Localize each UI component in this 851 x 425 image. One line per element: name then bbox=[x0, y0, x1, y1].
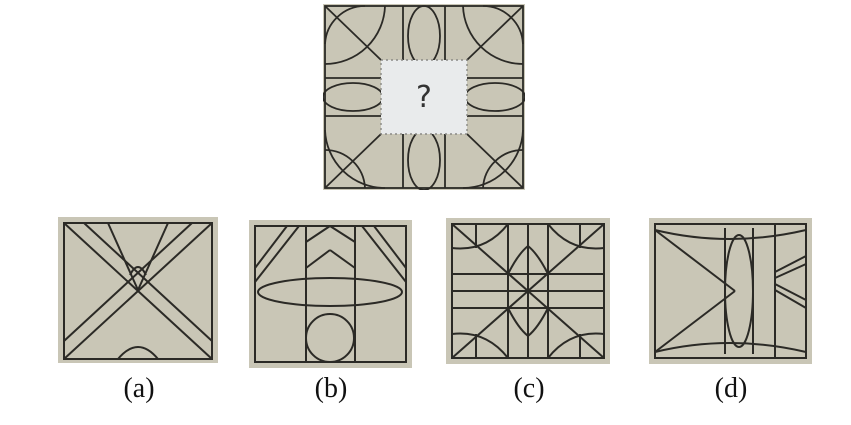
option-b-caption: (b) bbox=[314, 373, 348, 404]
question-figure: ? bbox=[323, 4, 525, 190]
question-mark: ? bbox=[416, 80, 432, 115]
option-c-drawing bbox=[446, 218, 610, 364]
question-figure-drawing: ? bbox=[323, 4, 525, 190]
option-c-figure[interactable] bbox=[446, 218, 610, 364]
option-a-figure[interactable] bbox=[58, 217, 218, 363]
option-d-drawing bbox=[649, 218, 812, 364]
option-d-figure[interactable] bbox=[649, 218, 812, 364]
option-a-drawing bbox=[58, 217, 218, 363]
option-c-caption: (c) bbox=[513, 373, 545, 404]
option-a-caption: (a) bbox=[123, 373, 155, 404]
option-b-drawing bbox=[249, 220, 412, 368]
option-d-caption: (d) bbox=[714, 373, 748, 404]
option-b-figure[interactable] bbox=[249, 220, 412, 368]
